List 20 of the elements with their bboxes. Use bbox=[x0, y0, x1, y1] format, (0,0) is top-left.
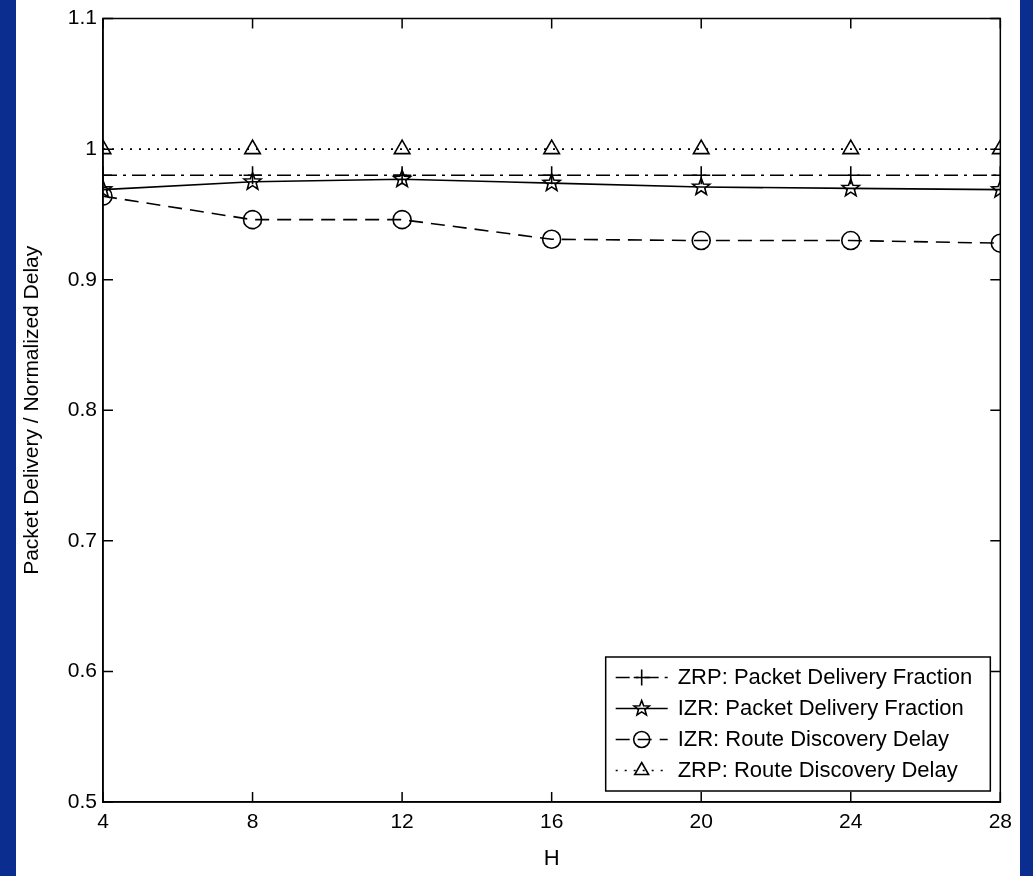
x-tick-label: 24 bbox=[839, 809, 863, 833]
y-tick-label: 1.1 bbox=[67, 5, 97, 29]
x-tick-label: 16 bbox=[539, 809, 564, 833]
x-tick-label: 8 bbox=[246, 809, 259, 833]
x-tick-label: 4 bbox=[97, 809, 110, 833]
legend-label: IZR: Packet Delivery Fraction bbox=[677, 694, 964, 720]
legend-label: IZR: Route Discovery Delay bbox=[677, 725, 950, 751]
x-tick-label: 20 bbox=[689, 809, 713, 833]
y-tick-label: 0.9 bbox=[67, 266, 97, 290]
y-tick-label: 1 bbox=[85, 135, 97, 159]
x-tick-label: 28 bbox=[988, 809, 1012, 833]
x-axis-title: H bbox=[543, 844, 560, 870]
y-tick-label: 0.8 bbox=[67, 397, 97, 421]
legend-label: ZRP: Route Discovery Delay bbox=[677, 756, 958, 782]
y-tick-label: 0.5 bbox=[67, 788, 97, 812]
x-tick-label: 12 bbox=[390, 809, 414, 833]
y-tick-label: 0.7 bbox=[67, 527, 97, 551]
legend-label: ZRP: Packet Delivery Fraction bbox=[677, 663, 973, 689]
y-axis-title: Packet Delivery / Normalized Delay bbox=[19, 245, 43, 575]
y-tick-label: 0.6 bbox=[67, 658, 97, 682]
